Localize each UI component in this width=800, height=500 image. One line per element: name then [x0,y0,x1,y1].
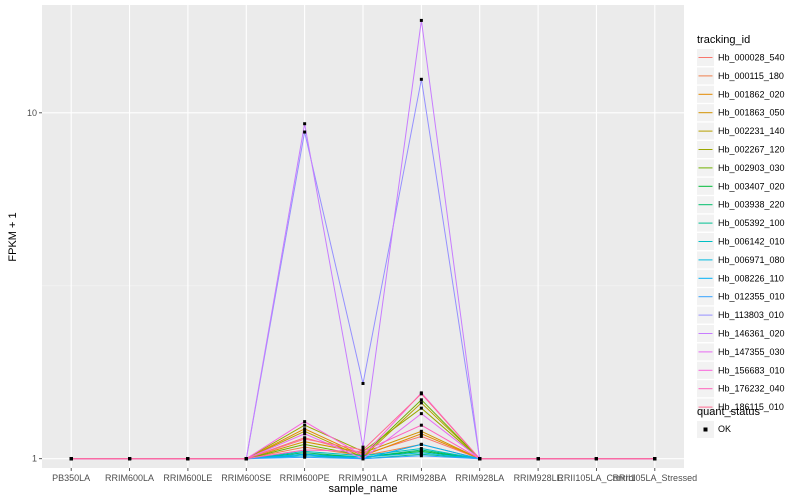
legend-label: Hb_147355_030 [718,347,785,357]
data-point [244,457,248,461]
data-point [419,18,423,22]
quant-legend-marker [703,427,708,432]
data-point [419,77,423,81]
legend-label: Hb_000115_180 [718,71,784,81]
data-point [303,432,307,436]
data-point [419,412,423,416]
legend-label: Hb_001863_050 [718,108,785,118]
x-axis-title: sample_name [328,483,397,495]
data-point [419,406,423,410]
data-point [303,130,307,134]
quant-legend-title: quant_status [697,406,760,418]
data-point [419,442,423,446]
data-point [419,434,423,438]
data-point [303,448,307,452]
data-point [303,429,307,433]
legend-label: Hb_005392_100 [718,218,785,228]
data-point [361,454,365,458]
x-tick-label: PB350LA [52,473,90,483]
data-point [303,427,307,431]
data-point [478,457,482,461]
quant-legend-label: OK [718,424,731,434]
data-point [419,423,423,427]
x-tick-label: RRIM928LA [455,473,504,483]
y-axis-title: FPKM + 1 [7,212,19,261]
legend-label: Hb_186115_010 [718,402,784,412]
data-point [303,437,307,441]
legend-label: Hb_146361_020 [718,329,785,339]
data-point [303,442,307,446]
legend-label: Hb_002231_140 [718,126,785,136]
legend-label: Hb_176232_040 [718,384,785,394]
data-point [361,445,365,449]
x-tick-label: RRIM901LA [338,473,387,483]
data-point [303,420,307,424]
legend-title: tracking_id [697,34,750,46]
data-point [303,452,307,456]
data-point [419,392,423,396]
legend-label: Hb_003938_220 [718,200,785,210]
legend-items: Hb_000028_540 Hb_000115_180 Hb_001862_020 H… [697,49,785,416]
y-tick-label: 10 [27,108,37,118]
x-tick-label: RRIM600SE [221,473,271,483]
data-point [419,451,423,455]
legend-label: Hb_003407_020 [718,181,785,191]
x-tick-label: RRIM928LE [514,473,563,483]
data-point [303,455,307,459]
data-point [186,457,190,461]
legend: tracking_id Hb_000028_540Hb_000115_180Hb… [697,34,785,438]
legend-label: Hb_001862_020 [718,89,785,99]
data-point [419,398,423,402]
data-point [419,454,423,458]
x-tick-label: RRII105LA_Stressed [613,473,698,483]
x-tick-label: RRIM928BA [396,473,446,483]
data-point [419,447,423,451]
data-point [128,457,132,461]
legend-label: Hb_002267_120 [718,145,785,155]
x-axis: PB350LA RRIM600LA RRIM600LE RRIM600SE RRIM60… [52,468,697,483]
data-point [303,122,307,126]
data-points [69,18,657,461]
x-tick-label: RRIM600LE [163,473,212,483]
data-point [419,429,423,433]
x-tick-label: RRIM600LA [105,473,154,483]
data-point [419,401,423,405]
data-point [303,445,307,449]
data-point [653,457,657,461]
data-point [361,457,365,461]
data-point [361,381,365,385]
x-tick-label: RRII105LA_Control [557,473,635,483]
legend-label: Hb_000028_540 [718,53,785,63]
data-point [303,440,307,444]
data-point [594,457,598,461]
data-point [361,448,365,452]
legend-label: Hb_002903_030 [718,163,785,173]
data-point [419,432,423,436]
legend-label: Hb_012355_010 [718,292,785,302]
y-axis: 1 10 [27,108,42,464]
y-tick-label: 1 [32,454,37,464]
data-point [69,457,73,461]
legend-label: Hb_156683_010 [718,365,785,375]
legend-label: Hb_008226_110 [718,273,784,283]
data-point [303,423,307,427]
legend-label: Hb_006971_080 [718,255,785,265]
data-point [536,457,540,461]
x-tick-label: RRIM600PE [280,473,330,483]
legend-label: Hb_113803_010 [718,310,784,320]
legend-label: Hb_006142_010 [718,237,785,247]
